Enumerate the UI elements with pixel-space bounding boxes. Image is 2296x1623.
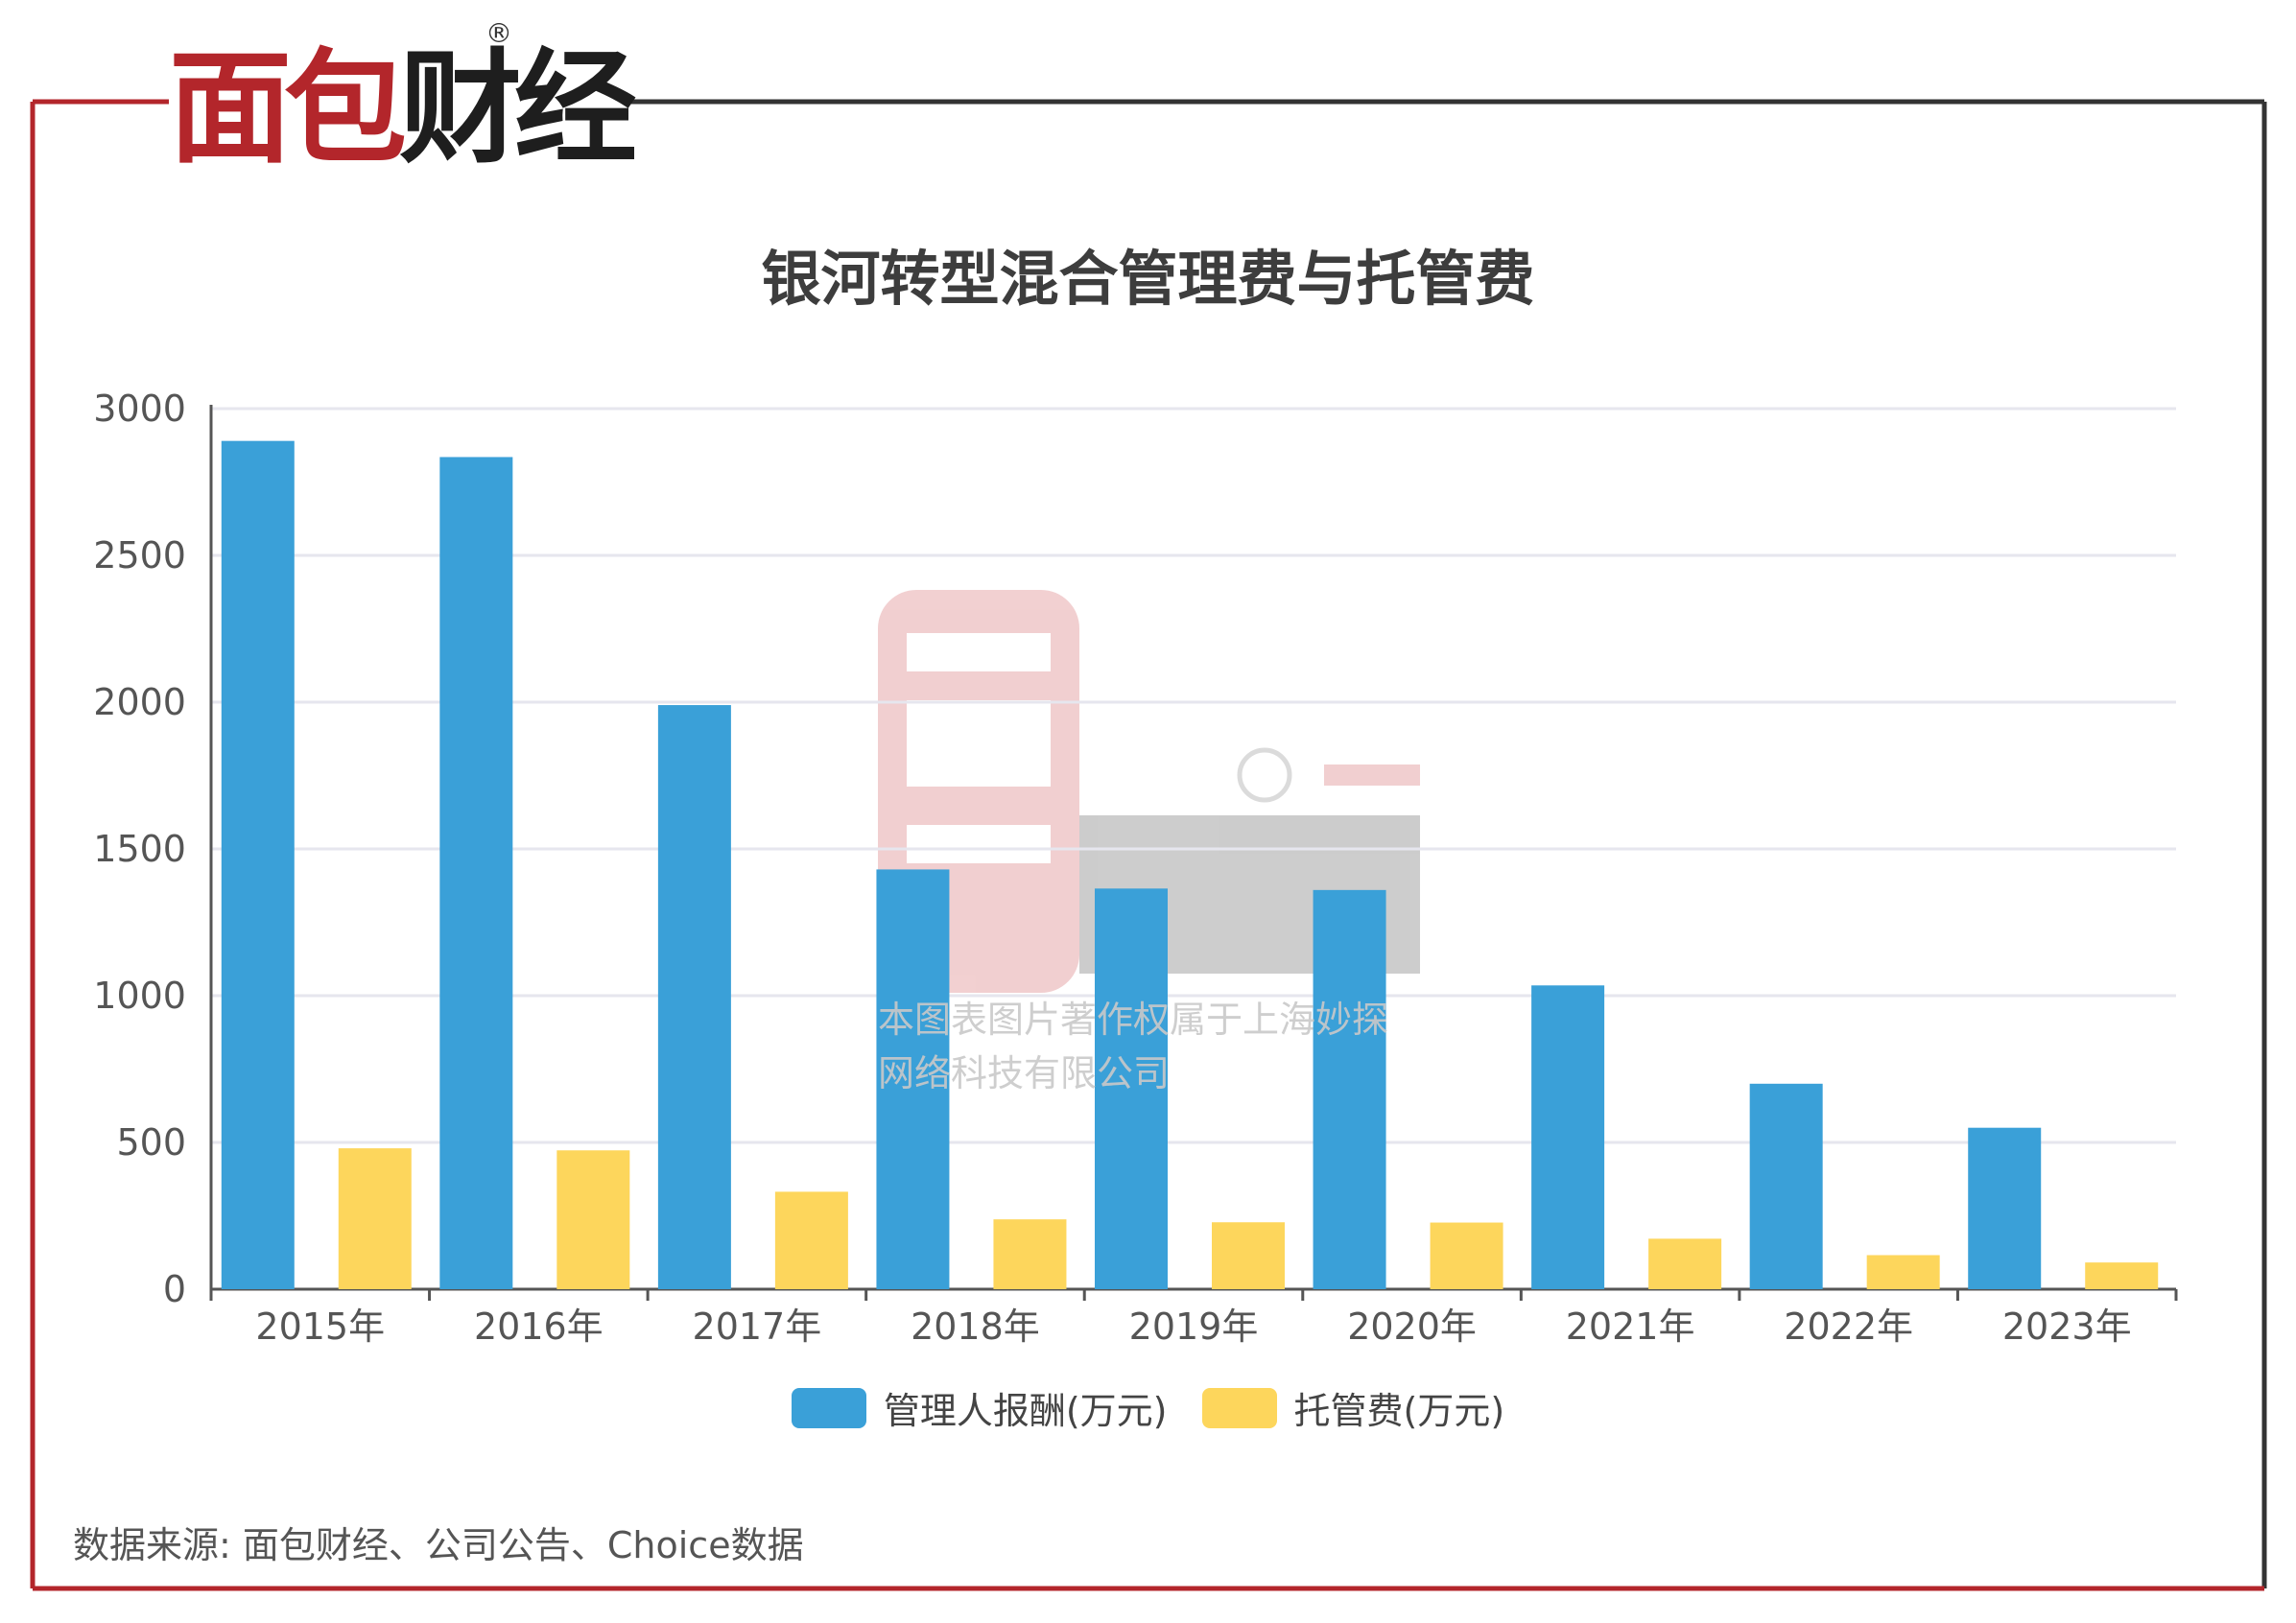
watermark-line-2: 网络科技有限公司 bbox=[878, 1052, 1171, 1094]
x-tick-label: 2019年 bbox=[1129, 1305, 1259, 1348]
x-tick-label: 2018年 bbox=[911, 1305, 1040, 1348]
x-tick-label: 2022年 bbox=[1784, 1305, 1913, 1348]
bar-series-2[interactable] bbox=[1648, 1238, 1722, 1289]
bar-series-1[interactable] bbox=[1313, 889, 1386, 1289]
legend-item-series-1[interactable]: 管理人报酬(万元) bbox=[791, 1381, 1168, 1434]
x-tick-label: 2017年 bbox=[693, 1305, 822, 1348]
x-tick-label: 2020年 bbox=[1347, 1305, 1477, 1348]
bar-series-1[interactable] bbox=[221, 440, 295, 1289]
bar-series-1[interactable] bbox=[439, 457, 513, 1289]
brand-logo: 面包 财经 ® bbox=[169, 17, 637, 180]
data-source-note: 数据来源: 面包财经、公司公告、Choice数据 bbox=[73, 1524, 804, 1566]
bar-series-1[interactable] bbox=[1968, 1127, 2042, 1289]
legend-label-series-2: 托管费(万元) bbox=[1293, 1390, 1505, 1432]
x-tick-label: 2023年 bbox=[2002, 1305, 2132, 1348]
x-tick-label: 2016年 bbox=[474, 1305, 604, 1348]
watermark-text: 本图表图片著作权属于上海妙探 网络科技有限公司 bbox=[878, 993, 1388, 1100]
brand-name-dark: 财经 bbox=[399, 37, 637, 180]
brand-name-red: 面包 bbox=[169, 37, 407, 180]
bar-series-2[interactable] bbox=[1430, 1222, 1503, 1289]
y-tick-label: 500 bbox=[116, 1121, 186, 1164]
legend-swatch-series-2 bbox=[1201, 1387, 1277, 1428]
legend: 管理人报酬(万元) 托管费(万元) bbox=[0, 1381, 2296, 1434]
legend-swatch-series-1 bbox=[791, 1387, 866, 1428]
y-tick-label: 3000 bbox=[93, 388, 186, 430]
registered-mark: ® bbox=[485, 17, 512, 49]
bar-series-1[interactable] bbox=[876, 869, 950, 1289]
bar-series-1[interactable] bbox=[1095, 888, 1168, 1289]
bar-series-1[interactable] bbox=[1749, 1083, 1823, 1289]
y-tick-label: 0 bbox=[163, 1268, 186, 1310]
bar-series-2[interactable] bbox=[993, 1219, 1067, 1289]
y-tick-label: 2000 bbox=[93, 681, 186, 723]
legend-label-series-1: 管理人报酬(万元) bbox=[883, 1390, 1168, 1432]
bar-series-2[interactable] bbox=[338, 1148, 412, 1289]
bar-series-2[interactable] bbox=[556, 1150, 630, 1289]
bar-series-2[interactable] bbox=[2085, 1262, 2159, 1289]
y-tick-label: 1000 bbox=[93, 975, 186, 1017]
chart-title: 银河转型混合管理费与托管费 bbox=[761, 244, 1535, 314]
x-tick-label: 2015年 bbox=[255, 1305, 385, 1348]
bar-series-2[interactable] bbox=[1212, 1222, 1285, 1289]
bar-series-2[interactable] bbox=[1866, 1255, 1940, 1289]
watermark-line-1: 本图表图片著作权属于上海妙探 bbox=[878, 999, 1389, 1041]
bar-series-1[interactable] bbox=[1531, 985, 1605, 1289]
bar-series-1[interactable] bbox=[657, 705, 731, 1289]
bar-series-2[interactable] bbox=[774, 1191, 848, 1289]
x-tick-label: 2021年 bbox=[1566, 1305, 1695, 1348]
y-tick-label: 2500 bbox=[93, 534, 186, 576]
legend-item-series-2[interactable]: 托管费(万元) bbox=[1201, 1381, 1505, 1434]
y-tick-label: 1500 bbox=[93, 828, 186, 870]
